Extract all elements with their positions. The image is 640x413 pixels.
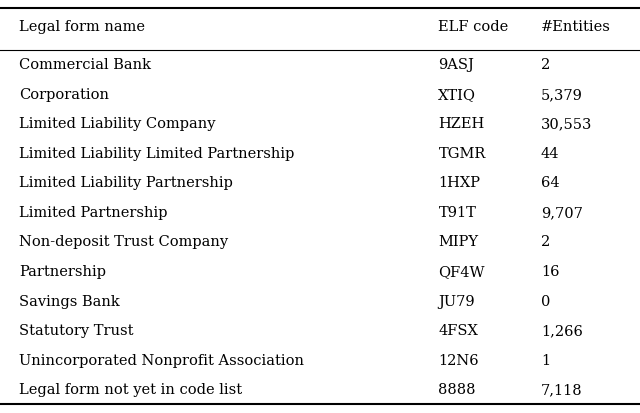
- Text: #Entities: #Entities: [541, 20, 611, 34]
- Text: 64: 64: [541, 176, 559, 190]
- Text: Limited Partnership: Limited Partnership: [19, 205, 168, 219]
- Text: Statutory Trust: Statutory Trust: [19, 323, 134, 337]
- Text: 30,553: 30,553: [541, 117, 592, 131]
- Text: ELF code: ELF code: [438, 20, 509, 34]
- Text: Legal form not yet in code list: Legal form not yet in code list: [19, 382, 243, 396]
- Text: JU79: JU79: [438, 294, 475, 308]
- Text: Limited Liability Limited Partnership: Limited Liability Limited Partnership: [19, 147, 294, 161]
- Text: Corporation: Corporation: [19, 88, 109, 102]
- Text: 2: 2: [541, 58, 550, 72]
- Text: XTIQ: XTIQ: [438, 88, 476, 102]
- Text: 7,118: 7,118: [541, 382, 582, 396]
- Text: 16: 16: [541, 264, 559, 278]
- Text: T91T: T91T: [438, 205, 476, 219]
- Text: 4FSX: 4FSX: [438, 323, 478, 337]
- Text: Savings Bank: Savings Bank: [19, 294, 120, 308]
- Text: 12N6: 12N6: [438, 353, 479, 367]
- Text: HZEH: HZEH: [438, 117, 484, 131]
- Text: Limited Liability Partnership: Limited Liability Partnership: [19, 176, 233, 190]
- Text: Partnership: Partnership: [19, 264, 106, 278]
- Text: Commercial Bank: Commercial Bank: [19, 58, 151, 72]
- Text: Unincorporated Nonprofit Association: Unincorporated Nonprofit Association: [19, 353, 304, 367]
- Text: 0: 0: [541, 294, 550, 308]
- Text: 9,707: 9,707: [541, 205, 582, 219]
- Text: 1,266: 1,266: [541, 323, 582, 337]
- Text: 8888: 8888: [438, 382, 476, 396]
- Text: 1HXP: 1HXP: [438, 176, 481, 190]
- Text: MIPY: MIPY: [438, 235, 479, 249]
- Text: 1: 1: [541, 353, 550, 367]
- Text: 2: 2: [541, 235, 550, 249]
- Text: Limited Liability Company: Limited Liability Company: [19, 117, 216, 131]
- Text: TGMR: TGMR: [438, 147, 486, 161]
- Text: Legal form name: Legal form name: [19, 20, 145, 34]
- Text: QF4W: QF4W: [438, 264, 485, 278]
- Text: 9ASJ: 9ASJ: [438, 58, 474, 72]
- Text: Non-deposit Trust Company: Non-deposit Trust Company: [19, 235, 228, 249]
- Text: 5,379: 5,379: [541, 88, 582, 102]
- Text: 44: 44: [541, 147, 559, 161]
